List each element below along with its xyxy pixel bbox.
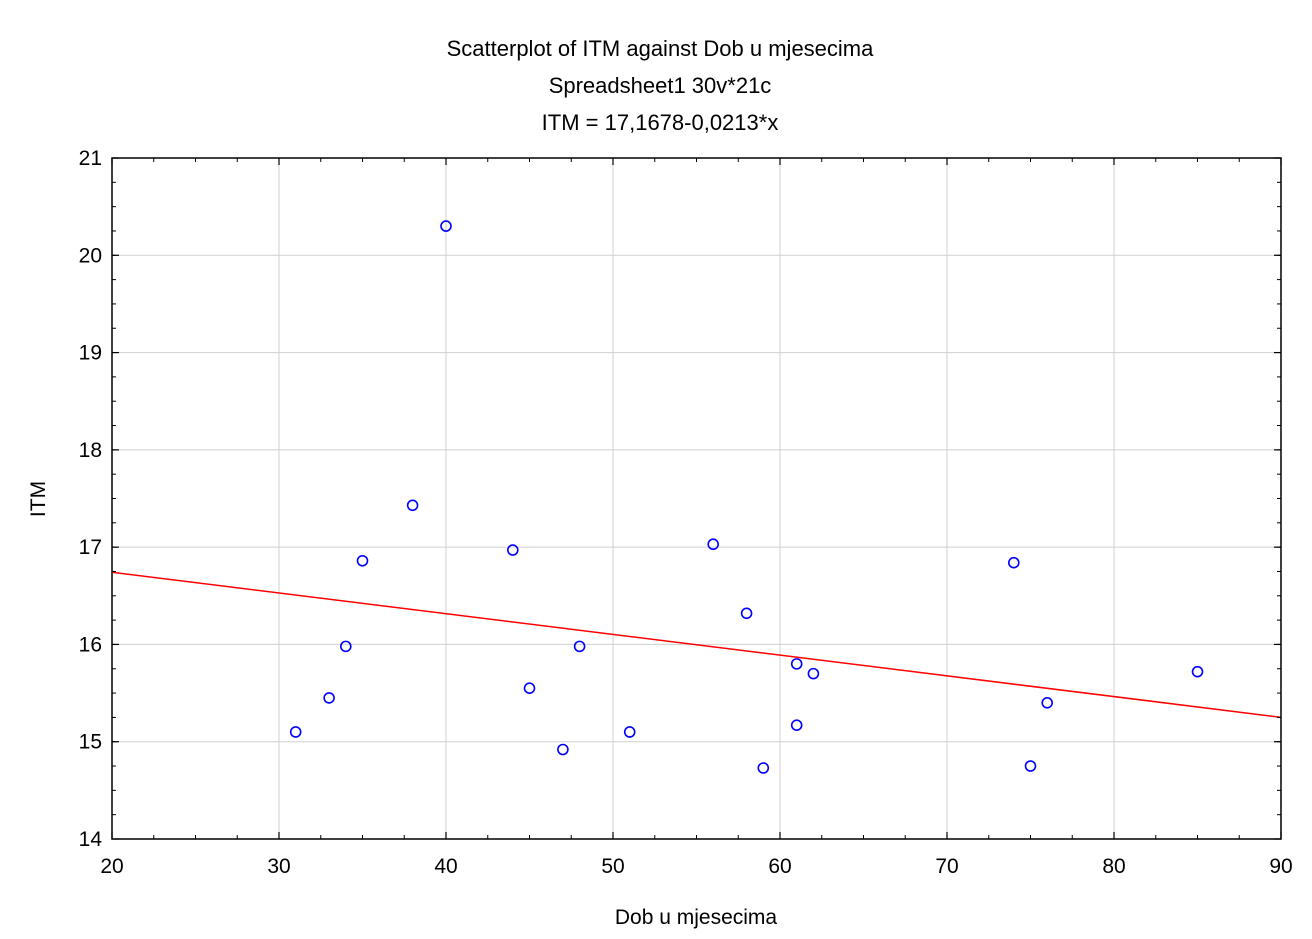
data-point — [740, 607, 753, 620]
data-point — [1024, 760, 1037, 772]
x-tick-label: 80 — [1102, 855, 1125, 878]
regression-line-group — [111, 571, 1282, 719]
x-tick-label: 50 — [601, 855, 624, 878]
data-point — [506, 544, 519, 556]
x-tick-label: 30 — [267, 855, 290, 878]
data-point — [790, 658, 803, 670]
x-tick-label: 20 — [100, 855, 123, 878]
y-tick-label: 14 — [79, 828, 103, 851]
data-point — [323, 692, 335, 704]
y-tick-label: 20 — [79, 244, 102, 267]
x-tick-label: 70 — [935, 855, 958, 878]
data-point — [406, 499, 419, 512]
data-point — [289, 726, 302, 738]
data-point — [557, 743, 569, 756]
data-point — [523, 682, 536, 695]
data-point — [757, 762, 770, 774]
tick-labels: 20 30 40 50 60 70 80 90 14 15 16 17 18 19 20 21 — [79, 147, 1293, 878]
data-point — [573, 640, 586, 653]
tick-marks — [111, 157, 1282, 840]
data-point — [339, 640, 352, 653]
x-tick-label: 90 — [1269, 855, 1292, 878]
data-point — [1191, 665, 1204, 678]
y-tick-label: 19 — [79, 342, 102, 365]
data-point — [623, 726, 636, 738]
chart-title: Scatterplot of ITM against Dob u mjeseci… — [447, 36, 874, 61]
x-tick-label: 60 — [768, 855, 791, 878]
plot-frame — [111, 157, 1282, 840]
data-point — [807, 667, 820, 680]
x-tick-label: 40 — [434, 855, 457, 878]
data-point — [790, 719, 803, 731]
chart-subtitle: Spreadsheet1 30v*21c — [549, 73, 772, 98]
grid — [112, 158, 1281, 839]
data-point — [1007, 556, 1020, 569]
y-tick-label: 16 — [79, 633, 102, 656]
data-point — [356, 554, 369, 567]
y-tick-label: 17 — [79, 536, 102, 559]
data-point — [707, 538, 720, 551]
y-tick-label: 21 — [79, 147, 102, 170]
y-axis-label: ITM — [27, 481, 50, 517]
regression-line — [111, 571, 1282, 719]
plot-border — [111, 157, 1282, 840]
y-tick-label: 15 — [79, 731, 102, 754]
x-axis-label: Dob u mjesecima — [615, 906, 778, 929]
data-point — [1041, 696, 1053, 709]
data-point — [440, 220, 452, 232]
regression-equation: ITM = 17,1678-0,0213*x — [542, 110, 779, 135]
y-tick-label: 18 — [79, 439, 102, 462]
data-points — [289, 220, 1204, 774]
